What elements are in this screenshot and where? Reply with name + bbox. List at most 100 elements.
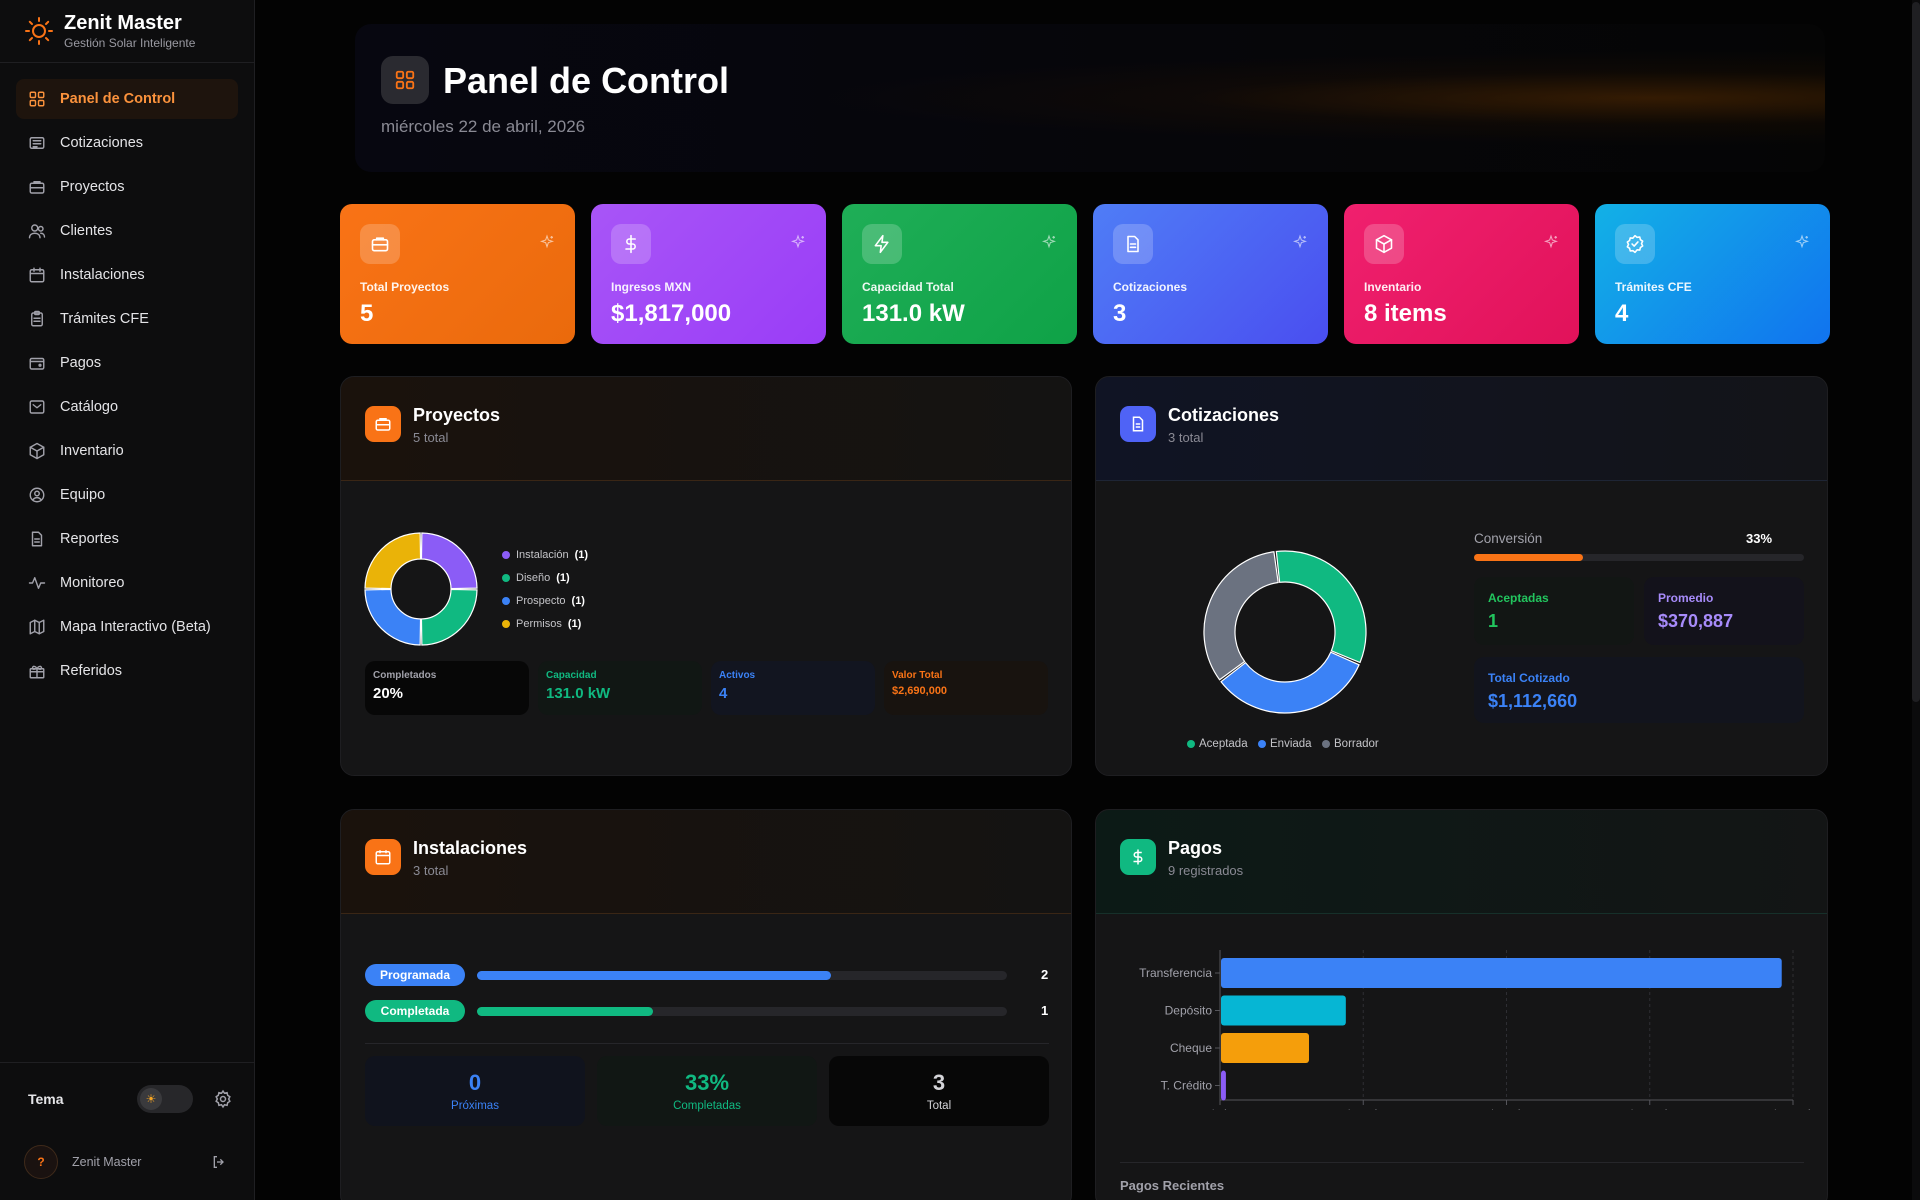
cotizaciones-title: Cotizaciones bbox=[1168, 405, 1280, 425]
sparkle-icon bbox=[1794, 234, 1810, 250]
summary-capacidad: Capacidad 131.0 kW bbox=[538, 661, 702, 715]
total-cotizado-box: Total Cotizado $1,112,660 bbox=[1474, 657, 1804, 723]
stat-value: 5 bbox=[360, 300, 374, 327]
gear-icon[interactable] bbox=[213, 1089, 233, 1109]
conversion-label: Conversión bbox=[1474, 531, 1543, 546]
document-icon bbox=[1113, 224, 1153, 264]
bar-deposito[interactable] bbox=[1221, 995, 1346, 1026]
proyectos-slice-instalacion[interactable] bbox=[420, 532, 478, 590]
instalaciones-divider bbox=[365, 1043, 1049, 1044]
proyectos-slice-diseno[interactable] bbox=[420, 588, 478, 646]
cotizaciones-slice-borrador[interactable] bbox=[1203, 551, 1279, 681]
sun-toggle-icon: ☀ bbox=[140, 1088, 162, 1110]
summary-label: Total bbox=[926, 1100, 952, 1112]
sidebar-item-label: Proyectos bbox=[60, 179, 125, 195]
sidebar-item-panel-de-control[interactable]: Panel de Control bbox=[16, 79, 238, 119]
calendar-icon bbox=[365, 839, 401, 875]
legend-label: Enviada bbox=[1270, 738, 1312, 750]
avatar[interactable]: ? bbox=[24, 1145, 58, 1179]
sidebar-item-proyectos[interactable]: Proyectos bbox=[16, 167, 238, 207]
x-tick-label: $1400k bbox=[1772, 1107, 1815, 1110]
stat-card-ingresos-mxn[interactable]: Ingresos MXN $1,817,000 bbox=[591, 204, 826, 344]
legend-label: Prospecto bbox=[516, 595, 566, 607]
status-pill-programada: Programada bbox=[365, 964, 465, 986]
instalaciones-card: Instalaciones 3 total Programada 2 Complet… bbox=[340, 809, 1072, 1200]
sidebar-item-cotizaciones[interactable]: Cotizaciones bbox=[16, 123, 238, 163]
sidebar-item-referidos[interactable]: Referidos bbox=[16, 651, 238, 691]
sparkle-icon bbox=[539, 234, 555, 250]
stat-card-total-proyectos[interactable]: Total Proyectos 5 bbox=[340, 204, 575, 344]
stat-label: Inventario bbox=[1364, 280, 1422, 294]
grid-icon bbox=[28, 90, 60, 108]
theme-toggle[interactable]: ☀ bbox=[137, 1085, 193, 1113]
sidebar-item-mapa-interactivo-beta[interactable]: Mapa Interactivo (Beta) bbox=[16, 607, 238, 647]
bar-transferencia[interactable] bbox=[1221, 958, 1782, 988]
sidebar-item-catalogo[interactable]: Catálogo bbox=[16, 387, 238, 427]
sidebar-item-label: Reportes bbox=[60, 531, 119, 547]
y-tick-label-transferencia: Transferencia bbox=[1139, 966, 1212, 980]
sidebar-item-reportes[interactable]: Reportes bbox=[16, 519, 238, 559]
brand[interactable]: Zenit Master Gestión Solar Inteligente bbox=[0, 0, 254, 63]
stat-card-cotizaciones[interactable]: Cotizaciones 3 bbox=[1093, 204, 1328, 344]
proyectos-subtitle: 5 total bbox=[413, 430, 449, 445]
sidebar-item-tramites-cfe[interactable]: Trámites CFE bbox=[16, 299, 238, 339]
stat-card-capacidad-total[interactable]: Capacidad Total 131.0 kW bbox=[842, 204, 1077, 344]
bolt-icon bbox=[862, 224, 902, 264]
bar-t-credito[interactable] bbox=[1221, 1070, 1226, 1101]
sidebar-item-pagos[interactable]: Pagos bbox=[16, 343, 238, 383]
summary-value: $2,690,000 bbox=[892, 685, 948, 697]
stat-label: Cotizaciones bbox=[1113, 280, 1188, 294]
x-tick-label: $350k bbox=[1346, 1107, 1382, 1110]
sidebar-item-clientes[interactable]: Clientes bbox=[16, 211, 238, 251]
stat-value: 131.0 kW bbox=[862, 300, 965, 327]
sidebar-footer: Tema ☀ ? Zenit Master bbox=[0, 1062, 255, 1200]
proyectos-slice-permisos[interactable] bbox=[364, 532, 422, 590]
legend-dot bbox=[502, 574, 510, 582]
cotizaciones-slice-enviada[interactable] bbox=[1220, 651, 1360, 714]
legend-label: Permisos bbox=[516, 618, 562, 630]
sparkle-icon bbox=[1041, 234, 1057, 250]
legend-label: Instalación bbox=[516, 549, 569, 561]
summary-value: 131.0 kW bbox=[546, 685, 611, 702]
cotizaciones-card: Cotizaciones 3 total Aceptada Enviada Borr… bbox=[1095, 376, 1828, 776]
stat-label: Capacidad Total bbox=[862, 280, 954, 294]
progress-track bbox=[477, 1007, 1007, 1016]
stat-label: Ingresos MXN bbox=[611, 280, 692, 294]
y-tick-label-t-credito: T. Crédito bbox=[1161, 1079, 1213, 1093]
dollar-icon bbox=[611, 224, 651, 264]
sidebar-item-inventario[interactable]: Inventario bbox=[16, 431, 238, 471]
stat-cards: Total Proyectos 5 Ingresos MXN $1,817,000 Ca… bbox=[340, 204, 1830, 344]
bar-cheque[interactable] bbox=[1221, 1033, 1309, 1063]
report-icon bbox=[28, 530, 60, 548]
page-title: Panel de Control bbox=[443, 60, 730, 101]
stat-card-inventario[interactable]: Inventario 8 items bbox=[1344, 204, 1579, 344]
legend-dot bbox=[502, 551, 510, 559]
page-date: miércoles 22 de abril, 2026 bbox=[381, 117, 586, 136]
legend-count: (1) bbox=[567, 618, 582, 630]
x-tick-label: $700k bbox=[1489, 1107, 1525, 1110]
legend-label: Aceptada bbox=[1199, 738, 1248, 750]
catalog-icon bbox=[28, 398, 60, 416]
scrollbar-thumb[interactable] bbox=[1912, 2, 1920, 702]
calendar-icon bbox=[28, 266, 60, 284]
legend-item-prospecto: Prospecto (1) bbox=[502, 595, 585, 607]
sidebar-item-instalaciones[interactable]: Instalaciones bbox=[16, 255, 238, 295]
proyectos-title: Proyectos bbox=[413, 405, 501, 425]
logout-icon[interactable] bbox=[211, 1154, 227, 1170]
receipt-icon bbox=[28, 134, 60, 152]
aceptadas-value: 1 bbox=[1488, 611, 1499, 631]
cotizaciones-slice-aceptada[interactable] bbox=[1275, 550, 1367, 664]
stat-card-tramites-cfe[interactable]: Trámites CFE 4 bbox=[1595, 204, 1830, 344]
summary-value: 33% bbox=[684, 1070, 730, 1095]
sidebar-item-monitoreo[interactable]: Monitoreo bbox=[16, 563, 238, 603]
stat-value: 3 bbox=[1113, 300, 1127, 327]
legend-dot bbox=[1258, 740, 1266, 748]
pagos-subtitle: 9 registrados bbox=[1168, 863, 1244, 878]
scrollbar[interactable] bbox=[1912, 0, 1920, 1200]
legend-label: Borrador bbox=[1334, 738, 1379, 750]
summary-value: 0 bbox=[468, 1070, 482, 1095]
progress-fill bbox=[477, 1007, 654, 1016]
proyectos-slice-prospecto[interactable] bbox=[364, 588, 422, 646]
sidebar-item-equipo[interactable]: Equipo bbox=[16, 475, 238, 515]
proyectos-donut-chart bbox=[364, 532, 478, 646]
